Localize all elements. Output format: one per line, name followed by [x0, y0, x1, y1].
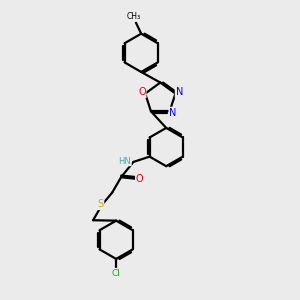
Text: O: O — [138, 87, 146, 98]
Text: Cl: Cl — [112, 268, 121, 278]
Text: N: N — [169, 107, 177, 118]
Text: S: S — [98, 199, 103, 209]
Text: HN: HN — [118, 157, 131, 166]
Text: CH₃: CH₃ — [126, 12, 141, 21]
Text: O: O — [136, 174, 143, 184]
Text: N: N — [176, 87, 183, 98]
